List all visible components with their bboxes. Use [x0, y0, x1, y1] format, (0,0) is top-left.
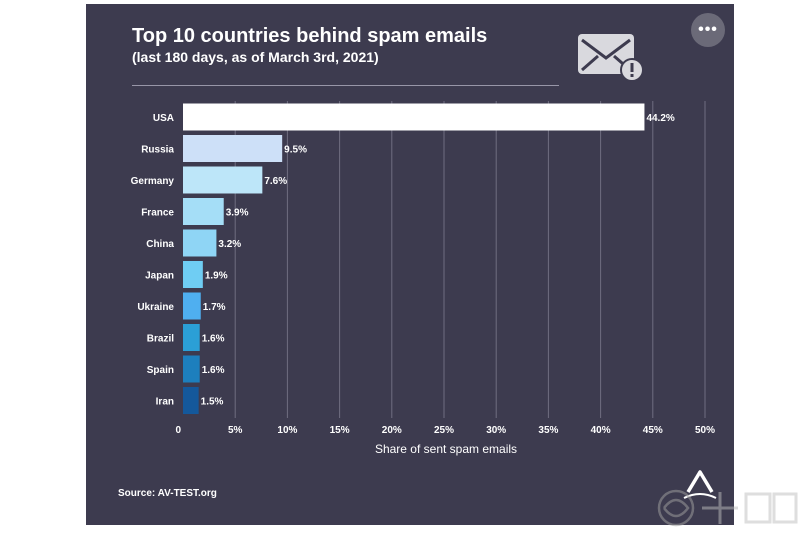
- x-tick-label: 35%: [538, 425, 558, 436]
- source-note: Source: AV-TEST.org: [118, 488, 217, 499]
- bar-japan: [183, 261, 203, 288]
- value-label: 9.5%: [284, 145, 307, 156]
- x-tick-label: 20%: [382, 425, 402, 436]
- bar-usa: [183, 103, 645, 131]
- x-tick-label: 0: [175, 425, 181, 436]
- category-label: Ukraine: [137, 302, 174, 313]
- bar-france: [183, 198, 224, 225]
- x-tick-label: 30%: [486, 425, 506, 436]
- value-label: 44.2%: [646, 113, 674, 124]
- category-labels: USA Russia Germany France China Japan Ukraine B…: [131, 113, 175, 408]
- bar-brazil: [183, 324, 200, 351]
- value-label: 1.7%: [203, 302, 226, 313]
- bar-ukraine: [183, 292, 201, 320]
- bar-iran: [183, 387, 199, 414]
- x-tick-label: 25%: [434, 425, 454, 436]
- email-warning-icon: [578, 34, 644, 82]
- value-label: 1.5%: [201, 397, 224, 408]
- more-options-button[interactable]: •••: [691, 13, 725, 47]
- title-divider: [132, 85, 559, 86]
- x-tick-label: 50%: [695, 425, 715, 436]
- bar-china: [183, 229, 217, 257]
- value-label: 3.9%: [226, 208, 249, 219]
- value-label: 1.6%: [202, 365, 225, 376]
- bar-spain: [183, 355, 200, 383]
- x-tick-label: 40%: [591, 425, 611, 436]
- chart-subtitle: (last 180 days, as of March 3rd, 2021): [132, 49, 379, 65]
- x-tick-label: 5%: [228, 425, 243, 436]
- value-label: 7.6%: [264, 176, 287, 187]
- bars: [183, 103, 645, 414]
- category-label: China: [146, 239, 174, 250]
- x-tick-label: 45%: [643, 425, 663, 436]
- category-label: France: [141, 208, 174, 219]
- category-label: Germany: [131, 176, 175, 187]
- category-label: Spain: [147, 365, 174, 376]
- more-options-label: •••: [698, 21, 718, 38]
- axios-logo-icon: [683, 470, 717, 499]
- x-axis-title: Share of sent spam emails: [375, 442, 517, 456]
- x-tick-label: 15%: [330, 425, 350, 436]
- gridlines: [234, 101, 706, 418]
- category-label: Brazil: [147, 334, 174, 345]
- bar-russia: [183, 135, 283, 162]
- category-label: USA: [153, 113, 174, 124]
- x-tick-label: 10%: [277, 425, 297, 436]
- category-label: Japan: [145, 271, 174, 282]
- value-label: 1.9%: [205, 271, 228, 282]
- bar-germany: [183, 166, 263, 194]
- x-axis-ticks: 0 5% 10% 15% 20% 25% 30% 35% 40% 45% 50%: [175, 425, 715, 436]
- category-label: Russia: [141, 145, 174, 156]
- value-labels: 44.2% 9.5% 7.6% 3.9% 3.2% 1.9% 1.7% 1.6% 1.6% 1.5…: [201, 113, 675, 408]
- category-label: Iran: [156, 397, 174, 408]
- chart-title: Top 10 countries behind spam emails: [132, 25, 488, 47]
- value-label: 1.6%: [202, 334, 225, 345]
- watermark-logo-icon: [657, 489, 798, 527]
- value-label: 3.2%: [218, 239, 241, 250]
